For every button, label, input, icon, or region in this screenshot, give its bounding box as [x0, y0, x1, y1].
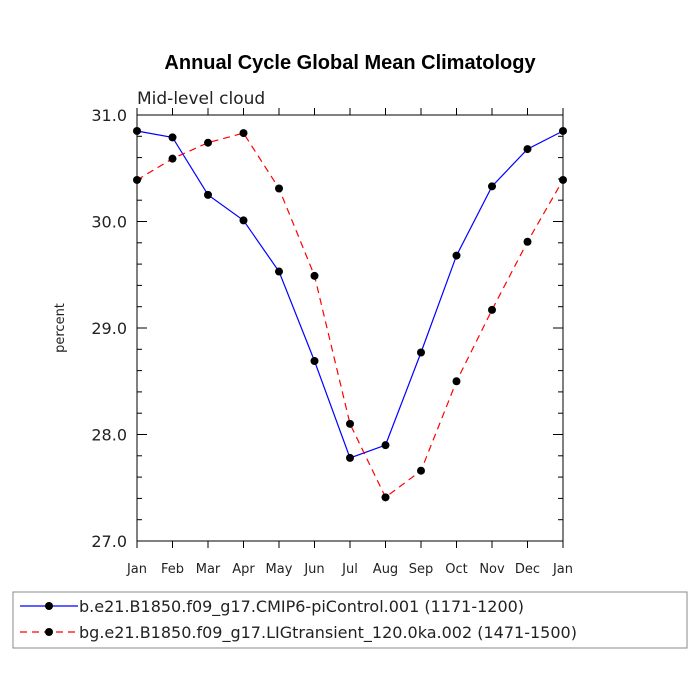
series-2-point: [452, 377, 461, 386]
tick-labels-layer: 27.0 28.0 29.0 30.0 31.0 Jan Feb Mar Apr May Jun Ju…: [91, 106, 573, 577]
chart-title: Annual Cycle Global Mean Climatology: [164, 52, 536, 74]
series-1-point: [559, 126, 567, 135]
y-tick-label: 30.0: [91, 213, 127, 232]
y-tick-label: 28.0: [91, 426, 127, 445]
legend-label-2: bg.e21.B1850.f09_g17.LIGtransient_120.0k…: [79, 623, 577, 643]
y-tick-label: 31.0: [91, 106, 127, 125]
series-2-line: [136, 132, 564, 499]
series-2-point: [239, 129, 248, 138]
legend-marker-2: [45, 628, 53, 636]
series-2-point: [488, 305, 496, 314]
x-tick-label: Jun: [303, 562, 324, 577]
legend-label-1: b.e21.B1850.f09_g17.CMIP6-piControl.001 …: [79, 597, 524, 617]
series-2-point: [168, 154, 177, 163]
series-1-point: [452, 251, 461, 260]
series-2-point: [275, 184, 283, 193]
x-tick-label: Aug: [373, 562, 398, 577]
series-2-point: [133, 175, 141, 184]
series-1-point: [239, 216, 248, 225]
series-1-line: [136, 130, 564, 459]
x-tick-label: Sep: [409, 562, 434, 577]
series-1-point: [275, 267, 283, 276]
series-1-point: [204, 190, 212, 199]
x-tick-label: May: [266, 562, 293, 577]
series-2-point: [523, 237, 532, 246]
y-axis-label: percent: [53, 303, 68, 353]
x-tick-label: Jan: [126, 562, 147, 577]
series-1-point: [488, 182, 496, 191]
series-1-point: [417, 348, 425, 357]
y-tick-label: 27.0: [91, 532, 127, 551]
series-2-point: [204, 138, 212, 147]
series-1-point: [523, 145, 532, 154]
series-2-point: [310, 271, 319, 280]
x-tick-label: Apr: [232, 562, 255, 577]
chart-subtitle: Mid-level cloud: [137, 89, 265, 109]
x-tick-label: Jan: [552, 562, 573, 577]
x-tick-label: Jul: [341, 562, 358, 577]
legend-box: [12, 591, 688, 649]
legend-marker-1: [45, 602, 53, 610]
x-tick-label: Feb: [161, 562, 184, 577]
series-2-point: [381, 493, 390, 502]
series-1-point: [346, 453, 354, 462]
ticks-layer: [136, 108, 564, 548]
y-tick-label: 29.0: [91, 319, 127, 338]
series-2: [133, 129, 567, 502]
x-tick-label: Oct: [445, 562, 467, 577]
x-tick-label: Mar: [196, 562, 221, 577]
series-1-point: [310, 357, 319, 366]
series-1-point: [133, 126, 141, 135]
series-1-point: [168, 133, 177, 142]
x-tick-label: Dec: [515, 562, 540, 577]
series-layer: [133, 126, 567, 502]
series-2-point: [417, 466, 425, 475]
series-2-point: [559, 175, 567, 184]
series-1-point: [381, 441, 390, 450]
series-1: [133, 126, 567, 462]
legend: b.e21.B1850.f09_g17.CMIP6-piControl.001 …: [12, 591, 688, 649]
x-tick-label: Nov: [479, 562, 505, 577]
series-2-point: [346, 419, 354, 428]
